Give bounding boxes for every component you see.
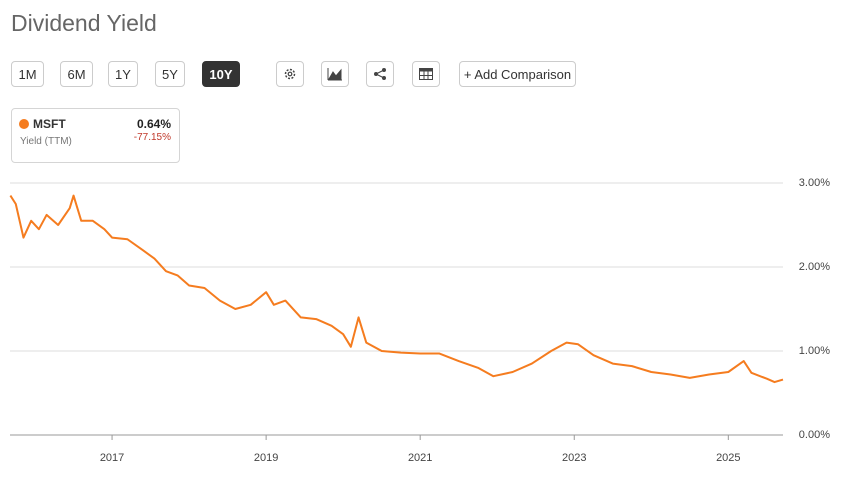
- range-button[interactable]: 1M: [11, 61, 44, 87]
- x-tick-label: 2023: [562, 452, 586, 464]
- y-tick-label: 3.00%: [799, 177, 830, 189]
- x-tick-label: 2025: [716, 452, 740, 464]
- range-button[interactable]: 5Y: [155, 61, 185, 87]
- range-button[interactable]: 10Y: [202, 61, 240, 87]
- legend-value: 0.64%: [136, 117, 171, 131]
- add-comparison-button[interactable]: + Add Comparison: [459, 61, 576, 87]
- settings-icon: [284, 68, 296, 80]
- share-button[interactable]: [366, 61, 394, 87]
- settings-button[interactable]: [276, 61, 304, 87]
- table-button[interactable]: [412, 61, 440, 87]
- legend-metric: Yield (TTM): [20, 136, 72, 147]
- legend-symbol: MSFT: [33, 117, 66, 131]
- series-line: [9, 194, 784, 384]
- range-button[interactable]: 1Y: [108, 61, 138, 87]
- x-tick-label: 2017: [100, 452, 124, 464]
- y-tick-label: 0.00%: [799, 429, 830, 441]
- share-icon: [374, 68, 386, 80]
- y-tick-label: 2.00%: [799, 261, 830, 273]
- y-tick-label: 1.00%: [799, 345, 830, 357]
- range-button[interactable]: 6M: [60, 61, 93, 87]
- legend-change: -77.15%: [133, 132, 171, 143]
- x-tick-label: 2019: [254, 452, 278, 464]
- chart-type-button[interactable]: [321, 61, 349, 87]
- legend-swatch: [19, 119, 29, 129]
- page-title: Dividend Yield: [11, 10, 157, 36]
- legend-card: MSFT 0.64% Yield (TTM) -77.15%: [11, 108, 180, 163]
- x-tick-label: 2021: [408, 452, 432, 464]
- chart-type-icon: [327, 68, 342, 81]
- table-icon: [419, 68, 433, 80]
